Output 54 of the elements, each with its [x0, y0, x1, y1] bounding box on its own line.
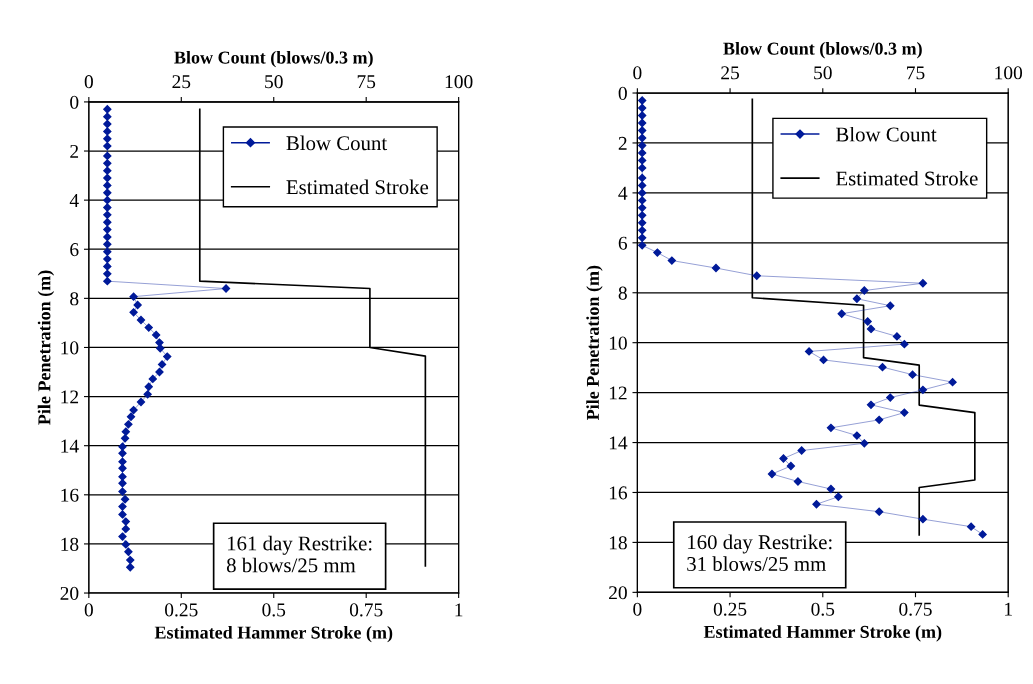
y-tick-label: 20	[60, 586, 79, 600]
y-tick-label: 20	[609, 586, 627, 600]
y-tick-label: 16	[61, 488, 79, 502]
x-tick-label: 0	[633, 602, 642, 616]
y-axis-title: Pile Penetration (m)	[37, 270, 55, 425]
x-axis-title: Estimated Hammer Stroke (m)	[703, 625, 942, 642]
x-tick-label: 0.5	[262, 603, 286, 617]
y-tick-label: 2	[618, 136, 627, 150]
legend-label: Blow Count	[836, 126, 937, 142]
y-tick-label: 0	[618, 86, 627, 100]
x2-tick-label: 50	[814, 66, 832, 80]
x2-tick-label: 75	[357, 75, 376, 89]
x2-axis-title: Blow Count (blows/0.3 m)	[723, 42, 922, 59]
x-tick-label: 0.5	[811, 602, 835, 616]
x2-tick-label: 25	[721, 66, 740, 80]
y-tick-label: 8	[70, 292, 79, 306]
legend-label: Estimated Stroke	[836, 170, 978, 186]
x-tick-label: 0	[84, 603, 93, 617]
y-tick-label: 0	[70, 95, 79, 109]
x-tick-label: 0.75	[899, 602, 932, 616]
x2-tick-label: 75	[907, 66, 925, 80]
x-tick-label: 0.25	[165, 603, 198, 617]
x2-tick-label: 0	[84, 75, 93, 89]
y-tick-label: 18	[61, 537, 79, 551]
x2-tick-label: 0	[633, 66, 642, 80]
x2-tick-label: 25	[172, 75, 191, 89]
y-tick-label: 10	[609, 336, 627, 350]
x-tick-label: 1	[455, 603, 463, 617]
y-tick-label: 14	[61, 439, 79, 453]
y-tick-label: 12	[61, 390, 79, 404]
legend-label: Blow Count	[286, 135, 388, 151]
y-tick-label: 14	[609, 436, 628, 450]
y-tick-label: 10	[61, 341, 79, 355]
y-tick-label: 12	[609, 386, 627, 400]
y-tick-label: 6	[70, 243, 79, 257]
annotation: 160 day Restrike: 31 blows/25 mm	[687, 534, 832, 572]
y-tick-label: 18	[609, 536, 627, 550]
y-tick-label: 16	[609, 486, 628, 500]
y-tick-label: 2	[70, 144, 79, 158]
legend-label: Estimated Stroke	[286, 179, 429, 195]
x-tick-label: 0.75	[349, 603, 383, 617]
x-tick-label: 0.25	[713, 602, 747, 616]
x2-tick-label: 50	[265, 75, 283, 89]
x2-tick-label: 100	[445, 75, 473, 89]
y-axis-title: Pile Penetration (m)	[586, 265, 603, 421]
annotation: 161 day Restrike: 8 blows/25 mm	[226, 535, 372, 573]
x-axis-title: Estimated Hammer Stroke (m)	[154, 625, 393, 643]
y-tick-label: 8	[618, 286, 627, 300]
x2-axis-title: Blow Count (blows/0.3 m)	[174, 50, 373, 68]
y-tick-label: 4	[69, 194, 79, 207]
y-tick-label: 6	[618, 236, 628, 250]
x-tick-label: 1	[1005, 602, 1012, 616]
y-tick-label: 4	[618, 186, 628, 200]
x2-tick-label: 100	[995, 66, 1023, 80]
